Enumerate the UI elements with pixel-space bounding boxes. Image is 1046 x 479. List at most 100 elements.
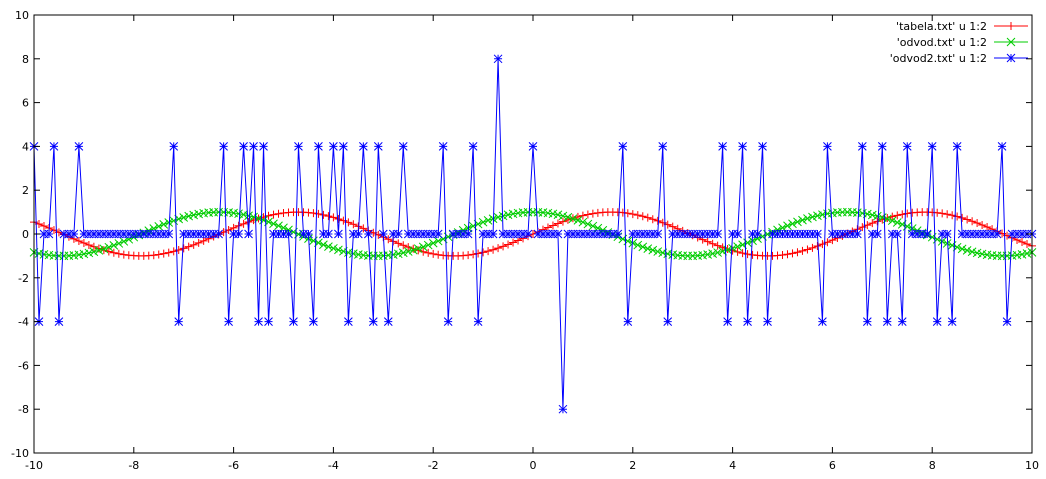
series-2-point xyxy=(249,212,258,222)
series-1-point xyxy=(903,209,912,218)
series-1-point xyxy=(74,236,83,245)
series-3-point xyxy=(44,229,54,239)
series-1-point xyxy=(319,210,328,219)
series-3-point xyxy=(189,229,199,239)
series-2-point xyxy=(413,244,423,253)
series-1-point xyxy=(1018,238,1027,247)
series-3-point xyxy=(718,142,727,151)
series-3-point xyxy=(967,229,977,239)
series-3-point xyxy=(852,229,862,239)
x-tick-label: -6 xyxy=(228,459,239,472)
series-3-point xyxy=(688,229,698,239)
series-1-point xyxy=(114,249,123,258)
series-3-point xyxy=(977,229,987,239)
series-3-point xyxy=(603,229,613,239)
series-3-point xyxy=(892,229,902,239)
y-tick-label: -4 xyxy=(18,316,29,329)
series-3-point xyxy=(538,229,548,239)
series-2-point xyxy=(713,248,722,257)
series-2-point xyxy=(643,244,653,253)
series-1-point xyxy=(399,241,408,250)
series-1-point xyxy=(983,223,992,232)
series-3-point xyxy=(693,229,703,239)
x-tick-label: 0 xyxy=(530,459,537,472)
series-2-point xyxy=(867,210,877,220)
series-1-point xyxy=(748,250,757,259)
series-1-point xyxy=(958,213,967,222)
series-3-point xyxy=(299,229,308,239)
series-2-point xyxy=(179,213,189,222)
y-tick-label: 8 xyxy=(22,53,29,66)
series-1-point xyxy=(79,239,88,248)
series-2-point xyxy=(628,238,638,248)
series-2-point xyxy=(284,225,293,235)
series-3-point xyxy=(947,317,957,326)
series-3-point xyxy=(843,229,852,239)
series-3-point xyxy=(1017,229,1027,239)
series-3 xyxy=(29,54,1037,414)
series-1-point xyxy=(588,209,597,218)
series-1-point xyxy=(419,247,428,256)
series-2-point xyxy=(808,212,817,222)
series-3-point xyxy=(763,317,772,326)
series-3-point xyxy=(588,229,598,239)
series-3-point xyxy=(473,317,483,326)
series-1-point xyxy=(84,240,93,249)
series-2-point xyxy=(433,236,443,246)
series-3-point xyxy=(334,229,343,239)
series-2-point xyxy=(588,221,598,231)
series-1-point xyxy=(39,221,48,230)
series-1-point xyxy=(189,240,198,249)
series-1-point xyxy=(494,244,503,253)
series-2-point xyxy=(114,239,124,248)
series-3-point xyxy=(523,229,533,239)
series-1-point xyxy=(938,209,947,218)
legend: 'tabela.txt' u 1:2 'odvod.txt' u 1:2 'odvo… xyxy=(890,20,1028,65)
series-1-point xyxy=(713,241,722,250)
series-2-point xyxy=(962,246,972,255)
series-3-point xyxy=(453,229,463,239)
series-3-point xyxy=(224,317,233,326)
series-2-point xyxy=(274,221,283,231)
series-1-point xyxy=(329,213,338,222)
series-3-point xyxy=(982,229,992,239)
series-3-point xyxy=(728,229,737,239)
series-3-point xyxy=(618,142,628,151)
series-3-point xyxy=(753,229,762,239)
series-3-point xyxy=(324,229,333,239)
series-3-point xyxy=(788,229,797,239)
series-3-point xyxy=(319,229,328,239)
y-tick-label: 0 xyxy=(22,228,29,241)
series-1-point xyxy=(334,214,343,223)
series-3-point xyxy=(264,317,273,326)
series-3-point xyxy=(139,229,149,239)
series-1-point xyxy=(394,239,403,248)
series-3-point xyxy=(488,229,498,239)
series-3-point xyxy=(808,229,817,239)
series-3-point xyxy=(468,142,478,151)
series-3-point xyxy=(907,229,917,239)
series-1-point xyxy=(359,224,368,233)
series-2-point xyxy=(583,219,593,229)
series-1-point xyxy=(638,212,647,221)
series-1-point xyxy=(504,240,513,249)
series-3-point xyxy=(408,229,418,239)
legend-label-1: 'tabela.txt' u 1:2 xyxy=(896,20,987,33)
series-1-point xyxy=(474,249,483,258)
series-3-point xyxy=(64,229,74,239)
series-2-point xyxy=(279,223,288,233)
series-3-point xyxy=(89,229,99,239)
series-3-point xyxy=(169,142,179,151)
legend-marker-2 xyxy=(1006,37,1016,47)
series-1-point xyxy=(773,251,782,260)
series-2-point xyxy=(94,246,104,255)
series-1-point xyxy=(274,209,283,218)
series-1-point xyxy=(783,250,792,259)
series-2-point xyxy=(563,212,573,222)
y-tick-label: -2 xyxy=(18,272,29,285)
series-3-point xyxy=(613,229,623,239)
series-1-point xyxy=(424,248,433,257)
series-1-point xyxy=(793,248,802,257)
series-3-point xyxy=(209,229,218,239)
y-tick-label: -6 xyxy=(18,359,29,372)
